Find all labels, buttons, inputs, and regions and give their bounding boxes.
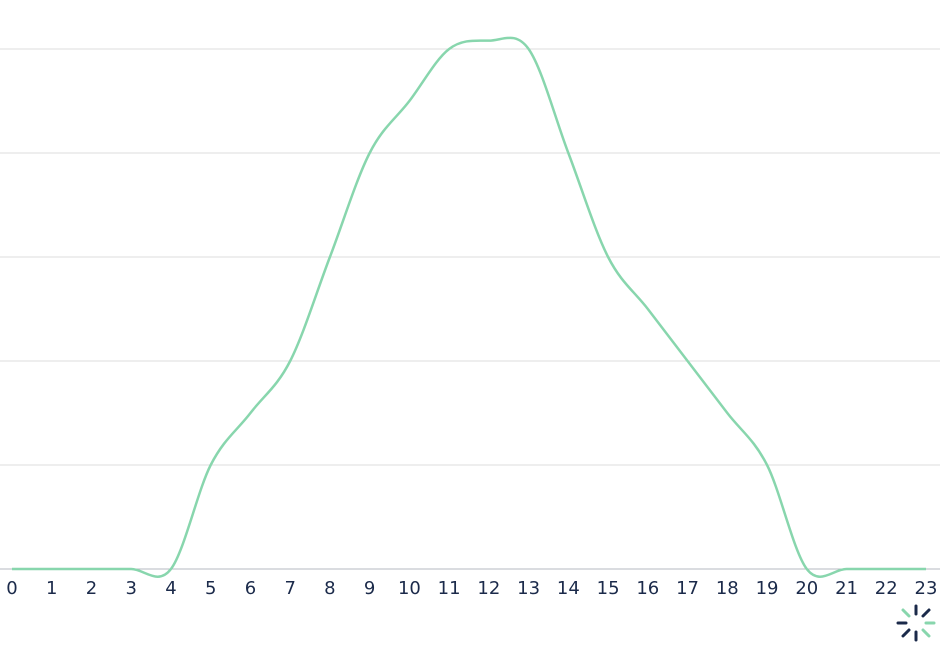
x-tick-label: 22 (875, 578, 898, 599)
x-tick-label: 12 (477, 578, 500, 599)
x-tick-label: 19 (756, 578, 779, 599)
x-tick-label: 11 (438, 578, 461, 599)
loading-spinner (896, 604, 936, 642)
line-series (12, 36, 926, 578)
x-tick-label: 7 (284, 578, 295, 599)
x-tick-label: 2 (86, 578, 97, 599)
x-tick-label: 14 (557, 578, 580, 599)
x-tick-label: 18 (716, 578, 739, 599)
x-tick-label: 20 (795, 578, 818, 599)
x-tick-label: 17 (676, 578, 699, 599)
x-tick-label: 21 (835, 578, 858, 599)
x-tick-label: 16 (636, 578, 659, 599)
x-tick-label: 23 (915, 578, 938, 599)
x-tick-label: 9 (364, 578, 375, 599)
x-tick-label: 5 (205, 578, 216, 599)
x-tick-label: 1 (46, 578, 57, 599)
x-tick-label: 3 (125, 578, 136, 599)
x-tick-label: 13 (517, 578, 540, 599)
x-tick-label: 4 (165, 578, 176, 599)
x-tick-label: 15 (597, 578, 620, 599)
x-tick-label: 0 (6, 578, 17, 599)
x-tick-label: 6 (245, 578, 256, 599)
x-tick-label: 8 (324, 578, 335, 599)
x-tick-label: 10 (398, 578, 421, 599)
